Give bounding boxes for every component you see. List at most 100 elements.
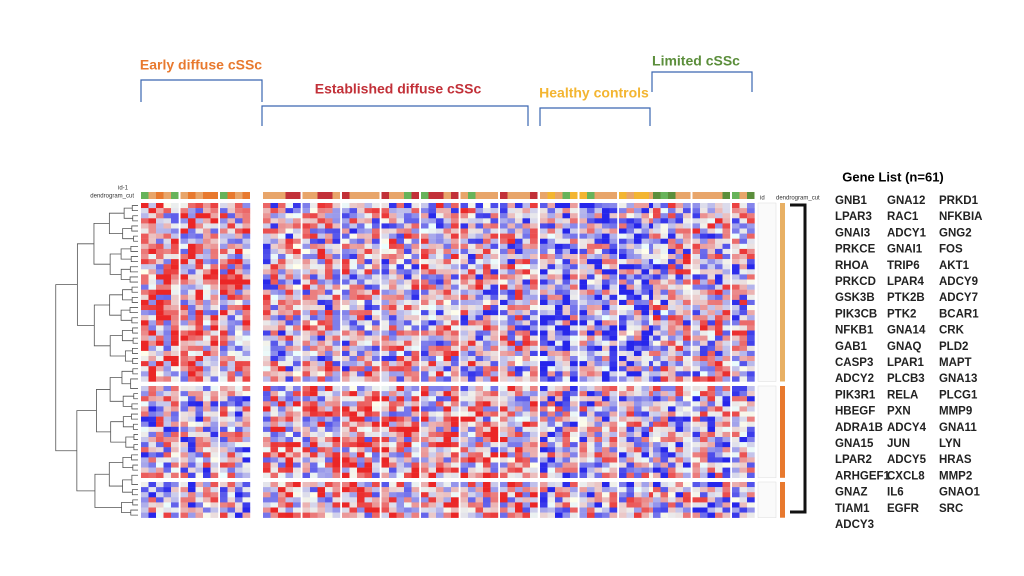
heatmap-cell	[555, 366, 563, 372]
heatmap-cell	[381, 442, 390, 448]
heatmap-cell	[530, 386, 538, 392]
heatmap-cell	[540, 396, 548, 402]
heatmap-cell	[195, 315, 204, 321]
annotation-cell	[602, 192, 610, 199]
heatmap-cell	[171, 437, 179, 443]
group-brackets	[140, 71, 753, 126]
heatmap-cell	[325, 507, 333, 513]
heatmap-cell	[579, 406, 588, 412]
heatmap-cell	[302, 223, 311, 229]
heatmap-cell	[451, 299, 459, 306]
heatmap-cell	[653, 340, 661, 346]
heatmap-cell	[141, 345, 149, 352]
heatmap-cell	[302, 233, 311, 239]
heatmap-cell	[626, 437, 635, 443]
heatmap-cell	[475, 401, 484, 407]
heatmap-cell	[715, 310, 723, 316]
heatmap-cell	[210, 447, 219, 453]
heatmap-cell	[421, 335, 429, 341]
gene-name: TRIP6	[887, 260, 920, 272]
heatmap-cell	[675, 264, 684, 270]
heatmap-cell	[436, 487, 444, 493]
heatmap-cell	[451, 259, 459, 265]
heatmap-cell	[210, 366, 219, 372]
heatmap-cell	[460, 325, 469, 331]
heatmap-cell	[188, 294, 196, 301]
heatmap-cell	[660, 213, 669, 219]
heatmap-cell	[460, 482, 469, 488]
heatmap-cell	[372, 437, 380, 443]
heatmap-cell	[404, 406, 412, 412]
heatmap-cell	[364, 218, 373, 224]
heatmap-cell	[562, 279, 571, 285]
heatmap-cell	[171, 512, 179, 518]
heatmap-cell	[700, 447, 708, 453]
heatmap-cell	[428, 294, 437, 301]
heatmap-cell	[188, 213, 196, 219]
heatmap-cell	[668, 487, 676, 493]
heatmap-cell	[404, 426, 412, 433]
heatmap-cell	[475, 228, 484, 234]
heatmap-cell	[641, 254, 650, 260]
heatmap-cell	[421, 452, 429, 458]
heatmap-cell	[507, 376, 516, 382]
heatmap-cell	[609, 472, 618, 478]
heatmap-cell	[141, 330, 149, 336]
heatmap-cell	[475, 213, 484, 219]
heatmap-cell	[428, 371, 437, 377]
heatmap-cell	[483, 284, 491, 290]
heatmap-cell	[195, 356, 204, 362]
heatmap-cell	[220, 259, 228, 265]
heatmap-cell	[443, 467, 452, 473]
heatmap-cell	[555, 238, 563, 244]
heatmap-cell	[302, 371, 311, 377]
heatmap-cell	[332, 289, 341, 295]
heatmap-cell	[349, 356, 358, 362]
heatmap-cell	[332, 356, 341, 362]
heatmap-cell	[302, 452, 311, 458]
heatmap-cell	[342, 457, 350, 463]
heatmap-cell	[389, 279, 397, 285]
heatmap-cell	[411, 259, 420, 265]
heatmap-cell	[421, 462, 429, 468]
heatmap-cell	[683, 467, 691, 473]
heatmap-cell	[522, 396, 531, 402]
heatmap-cell	[739, 386, 748, 392]
gene-name: GNAI1	[887, 244, 923, 256]
heatmap-cell	[468, 340, 476, 346]
heatmap-cell	[562, 203, 571, 209]
heatmap-cell	[310, 269, 318, 275]
heatmap-cell	[141, 264, 149, 270]
heatmap-cell	[270, 243, 279, 250]
heatmap-cell	[195, 411, 204, 417]
heatmap-cell	[342, 361, 350, 367]
heatmap-cell	[203, 345, 211, 352]
heatmap-cell	[668, 442, 676, 448]
heatmap-cell	[747, 274, 755, 280]
heatmap-cell	[195, 289, 204, 295]
heatmap-cell	[203, 330, 211, 336]
heatmap-cell	[242, 305, 251, 311]
heatmap-cell	[317, 335, 326, 341]
heatmap-cell	[389, 487, 397, 493]
heatmap-cell	[562, 350, 571, 357]
heatmap-cell	[141, 452, 149, 458]
heatmap-cell	[700, 274, 708, 280]
heatmap-cell	[692, 289, 701, 295]
heatmap-cell	[460, 330, 469, 336]
heatmap-cell	[317, 391, 326, 397]
heatmap-cell	[263, 406, 271, 412]
heatmap-cell	[634, 228, 642, 234]
heatmap-cell	[372, 386, 380, 392]
heatmap-cell	[163, 437, 172, 443]
heatmap-cell	[381, 416, 390, 422]
heatmap-cell	[507, 371, 516, 377]
heatmap-cell	[163, 386, 172, 392]
heatmap-cell	[156, 396, 164, 402]
heatmap-cell	[357, 218, 365, 224]
heatmap-cell	[594, 421, 603, 427]
heatmap-cell	[317, 320, 326, 326]
heatmap-cell	[732, 254, 740, 260]
heatmap-cell	[389, 371, 397, 377]
heatmap-cell	[242, 279, 251, 285]
